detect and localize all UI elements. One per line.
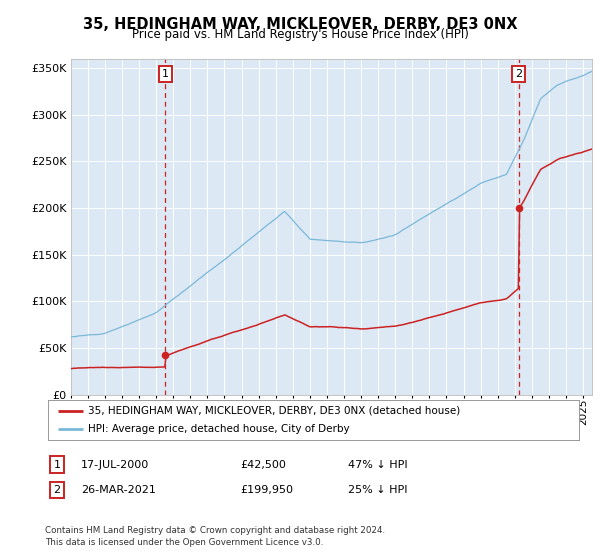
Text: 47% ↓ HPI: 47% ↓ HPI bbox=[348, 460, 407, 470]
Text: 25% ↓ HPI: 25% ↓ HPI bbox=[348, 485, 407, 495]
Text: HPI: Average price, detached house, City of Derby: HPI: Average price, detached house, City… bbox=[88, 424, 349, 434]
Text: £42,500: £42,500 bbox=[240, 460, 286, 470]
Text: 26-MAR-2021: 26-MAR-2021 bbox=[81, 485, 156, 495]
Text: Contains HM Land Registry data © Crown copyright and database right 2024.
This d: Contains HM Land Registry data © Crown c… bbox=[45, 526, 385, 547]
Text: £199,950: £199,950 bbox=[240, 485, 293, 495]
Text: Price paid vs. HM Land Registry's House Price Index (HPI): Price paid vs. HM Land Registry's House … bbox=[131, 28, 469, 41]
Text: 35, HEDINGHAM WAY, MICKLEOVER, DERBY, DE3 0NX (detached house): 35, HEDINGHAM WAY, MICKLEOVER, DERBY, DE… bbox=[88, 406, 460, 416]
Text: 17-JUL-2000: 17-JUL-2000 bbox=[81, 460, 149, 470]
Text: 1: 1 bbox=[53, 460, 61, 470]
Text: 1: 1 bbox=[162, 69, 169, 79]
Text: 35, HEDINGHAM WAY, MICKLEOVER, DERBY, DE3 0NX: 35, HEDINGHAM WAY, MICKLEOVER, DERBY, DE… bbox=[83, 17, 517, 32]
Text: 2: 2 bbox=[53, 485, 61, 495]
Text: 2: 2 bbox=[515, 69, 522, 79]
